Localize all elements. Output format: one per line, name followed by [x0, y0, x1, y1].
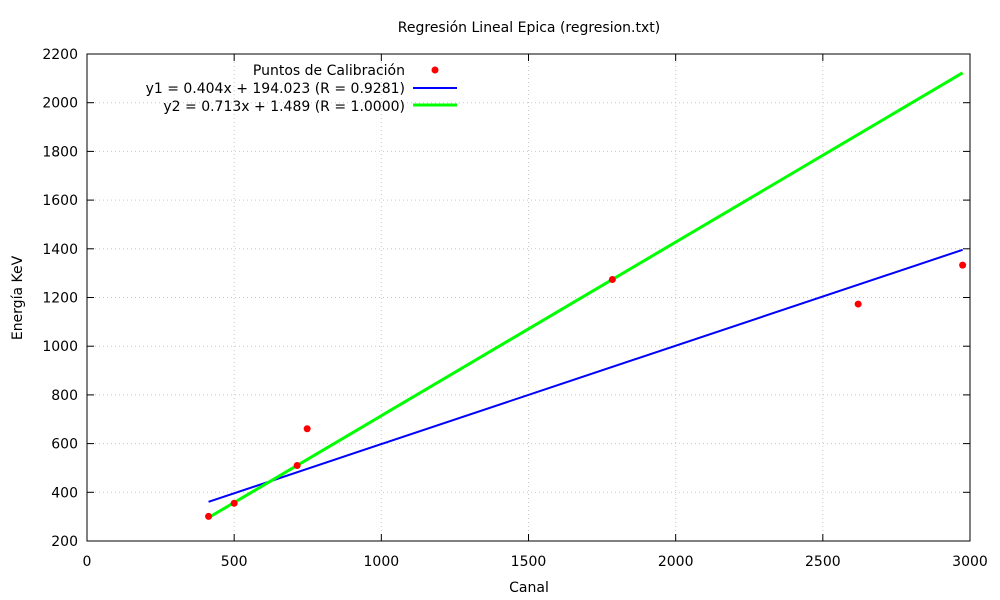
regression-line-y1	[208, 248, 963, 503]
legend-label-y2: y2 = 0.713x + 1.489 (R = 1.0000)	[163, 99, 405, 115]
legend: Puntos de Calibración y1 = 0.404x + 194.…	[146, 63, 457, 115]
x-tick-label: 2500	[805, 554, 841, 570]
legend-label-points: Puntos de Calibración	[253, 63, 405, 79]
y-tick-label: 1600	[42, 193, 78, 209]
x-axis-label: Canal	[509, 580, 549, 596]
calibration-point	[303, 425, 311, 433]
x-tick-label: 2000	[658, 554, 694, 570]
y-axis-label: Energía KeV	[10, 255, 26, 340]
y-tick-label: 1200	[42, 291, 78, 307]
legend-marker-points	[431, 66, 439, 74]
calibration-point	[230, 499, 238, 507]
x-tick-label: 0	[83, 554, 92, 570]
y-tick-label: 600	[51, 437, 78, 453]
axis-ticks: 0 500 1000 1500 2000 2500 3000 200 400 600 800 1000…	[42, 47, 987, 570]
x-tick-label: 1500	[511, 554, 547, 570]
y-tick-label: 200	[51, 534, 78, 550]
x-tick-label: 500	[221, 554, 248, 570]
calibration-point	[205, 512, 213, 520]
y-tick-label: 2200	[42, 47, 78, 63]
chart-title: Regresión Lineal Epica (regresion.txt)	[398, 20, 660, 36]
legend-label-y1: y1 = 0.404x + 194.023 (R = 0.9281)	[146, 81, 405, 97]
grid	[87, 54, 970, 541]
y-tick-label: 2000	[42, 96, 78, 112]
calibration-point	[608, 275, 616, 283]
y-tick-label: 1400	[42, 242, 78, 258]
y-tick-label: 400	[51, 485, 78, 501]
x-tick-label: 1000	[364, 554, 400, 570]
regression-line-y2	[207, 71, 964, 519]
y-tick-label: 1000	[42, 339, 78, 355]
plot-marks	[205, 71, 967, 520]
y-tick-label: 800	[51, 388, 78, 404]
x-tick-label: 3000	[952, 554, 988, 570]
calibration-point	[854, 300, 862, 308]
calibration-point	[959, 261, 967, 269]
y-tick-label: 1800	[42, 144, 78, 160]
calibration-point	[293, 462, 301, 470]
